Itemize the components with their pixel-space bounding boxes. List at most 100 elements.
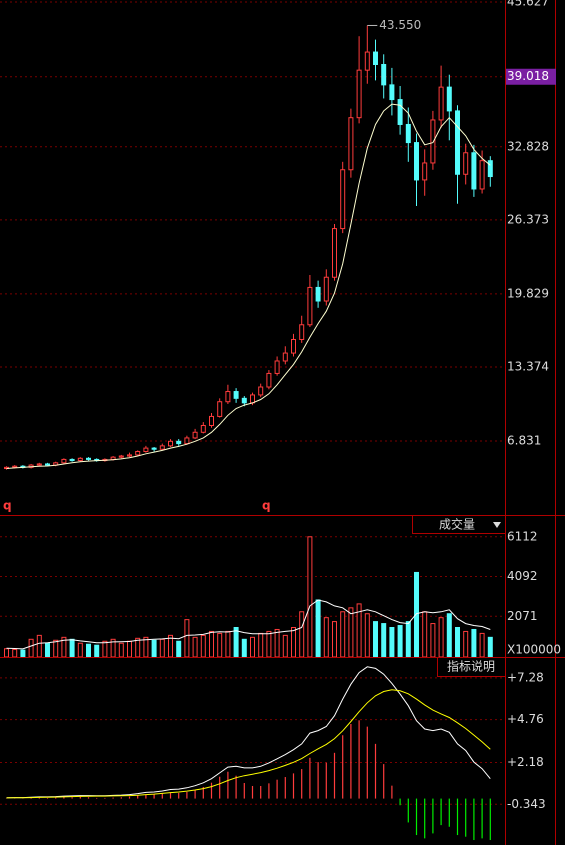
candle-body: [135, 451, 141, 456]
candle-body: [12, 465, 18, 468]
volume-bar: [53, 639, 59, 658]
volume-bar: [373, 621, 378, 658]
candle-body: [291, 338, 296, 354]
volume-bar: [455, 627, 460, 658]
candle-body: [438, 86, 444, 121]
candle-body: [77, 457, 83, 462]
volume-bar: [159, 638, 165, 658]
volume-bar: [463, 630, 469, 658]
volume-bar: [487, 636, 493, 658]
macd-line: [6, 666, 491, 799]
volume-bar: [77, 642, 83, 658]
volume-title: 成交量: [439, 517, 475, 532]
volume-bar: [471, 628, 477, 658]
candle-body: [266, 372, 272, 388]
volume-bar: [381, 623, 387, 658]
volume-bar: [250, 636, 255, 658]
candle-body: [274, 360, 280, 374]
volume-bar: [422, 611, 428, 658]
volume-bar: [397, 625, 403, 658]
volume-bar: [94, 644, 100, 658]
volume-bar: [299, 611, 305, 658]
candle-body: [45, 463, 50, 466]
volume-bar: [176, 640, 182, 658]
volume-bar: [241, 638, 247, 658]
volume-bar: [225, 630, 231, 658]
volume-bar: [86, 643, 91, 658]
candle-body: [487, 160, 493, 178]
volume-bar: [12, 649, 18, 658]
y-tick-label: -0.343: [507, 797, 546, 811]
volume-bar: [274, 628, 280, 658]
volume-bar: [192, 636, 198, 658]
candle-body: [446, 86, 452, 112]
y-tick-label: 19.829: [507, 286, 549, 300]
volume-bar: [332, 621, 337, 658]
y-tick-label: +7.28: [507, 670, 544, 684]
volume-bar: [266, 630, 272, 658]
candle-body: [233, 391, 239, 399]
candle-body: [36, 463, 42, 466]
candle-body: [364, 51, 370, 71]
volume-bar: [364, 613, 370, 658]
candle-body: [315, 286, 321, 302]
volume-bar: [315, 599, 321, 658]
volume-bar: [430, 623, 436, 658]
volume-bar: [45, 642, 50, 658]
candle-body: [217, 401, 223, 417]
volume-bar: [102, 640, 108, 658]
tick-highlight: [506, 68, 556, 85]
candle-body: [151, 447, 157, 450]
volume-bar: [479, 632, 485, 658]
volume-bar: [151, 639, 157, 658]
candle-body: [356, 69, 362, 119]
marker-label: q: [3, 499, 12, 513]
volume-bar: [446, 613, 452, 658]
candle-body: [348, 117, 354, 171]
volume-bar: [118, 642, 124, 658]
candle-body: [332, 228, 337, 278]
unit-label: X100000: [507, 643, 561, 657]
dropdown-arrow: [493, 522, 501, 528]
marker-label: q: [262, 499, 271, 513]
volume-bar: [209, 630, 214, 658]
candle-body: [143, 447, 149, 453]
volume-bar: [282, 634, 288, 658]
candle-body: [397, 99, 403, 125]
candle-body: [69, 458, 75, 462]
high-label: 43.550: [379, 18, 421, 32]
volume-ma-line: [6, 599, 491, 650]
volume-bar: [233, 627, 239, 658]
candle-body: [455, 110, 460, 175]
y-tick-label: +2.18: [507, 755, 544, 769]
volume-bar: [307, 536, 313, 658]
y-tick-label: 4092: [507, 569, 538, 583]
candle-body: [168, 440, 173, 447]
candle-body: [422, 162, 428, 181]
candle-body: [373, 51, 378, 66]
marks-layer: 43.550 q q: [3, 18, 493, 841]
volume-bar: [184, 619, 190, 658]
candle-body: [405, 123, 411, 144]
volume-bar: [20, 649, 26, 658]
candle-body: [299, 324, 305, 340]
candle-body: [471, 152, 477, 190]
candle-body: [61, 458, 67, 464]
indicator-help-button[interactable]: [437, 657, 506, 677]
candle-body: [430, 119, 436, 164]
candle-body: [282, 352, 288, 362]
candle-body: [86, 457, 91, 460]
volume-bar: [340, 611, 346, 658]
candle-body: [258, 386, 264, 396]
volume-bar: [28, 638, 34, 658]
grid-layer: [0, 1, 505, 805]
volume-menu-button[interactable]: [412, 515, 506, 534]
candle-body: [159, 445, 165, 450]
indicator-title: 指标说明: [447, 659, 495, 674]
candle-body: [389, 84, 395, 101]
volume-bar: [127, 640, 132, 658]
candle-body: [381, 64, 387, 86]
volume-bar: [200, 634, 206, 658]
